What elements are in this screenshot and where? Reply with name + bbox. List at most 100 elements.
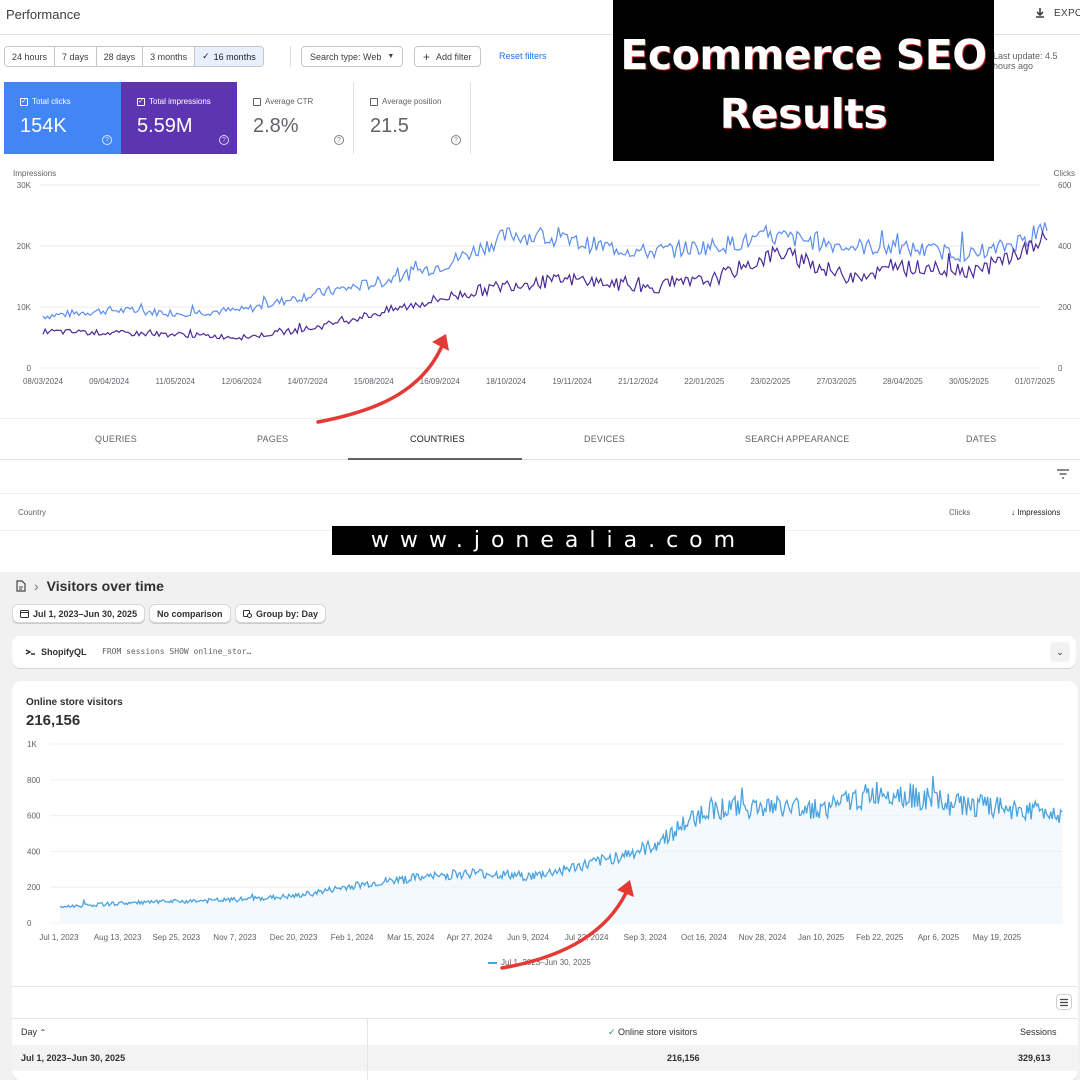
header-divider (0, 34, 1080, 35)
active-tab-indicator (348, 458, 522, 460)
expand-button[interactable]: ⌄ (1050, 642, 1070, 662)
reset-filters-link[interactable]: Reset filters (499, 51, 547, 61)
y-tick-label: 200 (27, 883, 41, 892)
x-tick-label: 22/01/2025 (684, 377, 725, 386)
check-icon: ✓ (202, 51, 210, 61)
metric-average-ctr[interactable]: Average CTR 2.8% ? (237, 82, 354, 154)
range-3-months[interactable]: 3 months (143, 47, 196, 66)
comparison-label: No comparison (157, 608, 223, 619)
y2-axis-label: Clicks (1054, 169, 1075, 178)
y2-tick-label: 400 (1058, 242, 1072, 251)
chevron-down-icon: ⌄ (1056, 646, 1064, 657)
table-row: Jul 1, 2023–Jun 30, 2025 216,156 329,613 (12, 1045, 1078, 1071)
x-tick-label: Mar 15, 2024 (387, 933, 435, 942)
filter-icon[interactable] (1056, 468, 1070, 480)
shopifyql-editor[interactable]: ShopifyQL FROM sessions SHOW online_stor… (12, 636, 1076, 668)
comparison-pill[interactable]: No comparison (149, 604, 231, 623)
metric-value: 154K (20, 115, 67, 137)
x-tick-label: 14/07/2024 (288, 377, 329, 386)
column-header-country[interactable]: Country (18, 508, 47, 517)
x-tick-label: 16/09/2024 (420, 377, 461, 386)
metric-total-impressions[interactable]: ✓ Total impressions 5.59M ? (121, 82, 238, 154)
search-type-dropdown[interactable]: Search type: Web ▼ (301, 46, 404, 67)
shopifyql-query: FROM sessions SHOW online_stor… (102, 647, 252, 656)
tab-dates[interactable]: DATES (966, 434, 997, 444)
help-icon[interactable]: ? (451, 135, 461, 145)
card-divider (12, 986, 1078, 987)
toolbar-divider (290, 46, 291, 67)
metric-value: 5.59M (137, 115, 193, 137)
tab-devices[interactable]: DEVICES (584, 434, 625, 444)
x-tick-label: Jul 22, 2024 (565, 933, 609, 942)
tab-queries[interactable]: QUERIES (95, 434, 137, 444)
help-icon[interactable]: ? (219, 135, 229, 145)
sparkle-icon (25, 649, 35, 655)
group-by-pill[interactable]: Group by: Day (235, 604, 327, 623)
metric-label: Total impressions (149, 97, 211, 106)
x-tick-label: 11/05/2024 (156, 377, 196, 386)
calendar-clock-icon (243, 610, 252, 618)
y-tick-label: 10K (17, 303, 32, 312)
performance-chart: Impressions Clicks 0 0 10K 200 20K 400 30K 600 08/… (13, 169, 1075, 386)
series-line-visitors (59, 775, 1063, 909)
range-16-months-label: 16 months (213, 51, 256, 62)
date-range-label: Jul 1, 2023–Jun 30, 2025 (33, 608, 138, 619)
help-icon[interactable]: ? (334, 135, 344, 145)
total-visitors: 216,156 (26, 712, 81, 729)
x-tick-label: 23/02/2025 (750, 377, 791, 386)
shopify-analytics-panel: › Visitors over time Jul 1, 2023–Jun 30,… (0, 572, 1080, 1080)
chevron-right-icon: › (34, 578, 39, 594)
column-header-impressions[interactable]: ↓ Impressions (1011, 508, 1060, 517)
table-view-icon[interactable] (1056, 994, 1072, 1010)
y-tick-label: 1K (27, 740, 37, 749)
metric-total-clicks[interactable]: ✓ Total clicks 154K ? (4, 82, 121, 154)
y-axis-label: Impressions (13, 169, 56, 178)
y-tick-label: 30K (17, 181, 32, 190)
add-filter-button[interactable]: + Add filter (414, 46, 481, 67)
legend-label: Jul 1, 2023–Jun 30, 2025 (501, 958, 591, 967)
chart-legend[interactable]: Jul 1, 2023–Jun 30, 2025 (488, 958, 591, 967)
x-tick-label: 19/11/2024 (552, 377, 592, 386)
metric-value: 2.8% (253, 115, 299, 137)
breadcrumb: › Visitors over time (16, 578, 164, 594)
banner-line-1: Ecommerce SEO (620, 31, 987, 79)
title-banner: Ecommerce SEO Results (613, 0, 994, 161)
range-16-months[interactable]: ✓ 16 months (195, 47, 263, 66)
tab-countries[interactable]: COUNTRIES (410, 434, 465, 444)
export-button[interactable]: EXPORT (1034, 7, 1080, 19)
x-tick-label: 21/12/2024 (618, 377, 659, 386)
legend-swatch (488, 961, 497, 964)
help-icon[interactable]: ? (102, 135, 112, 145)
caret-down-icon: ▼ (387, 53, 395, 60)
range-28-days[interactable]: 28 days (96, 47, 144, 66)
shopifyql-label: ShopifyQL (41, 647, 87, 657)
download-icon (1036, 8, 1044, 18)
range-7-days[interactable]: 7 days (55, 47, 97, 66)
report-icon[interactable] (16, 580, 26, 592)
banner-line-2: Results (719, 90, 888, 138)
column-divider (367, 1019, 368, 1080)
column-header-sessions[interactable]: Sessions (1020, 1027, 1057, 1037)
metric-average-position[interactable]: Average position 21.5 ? (354, 82, 471, 154)
x-tick-label: Jun 9, 2024 (507, 933, 549, 942)
x-tick-label: 01/07/2025 (1015, 377, 1056, 386)
tab-pages[interactable]: PAGES (257, 434, 289, 444)
x-tick-label: Apr 27, 2024 (446, 933, 492, 942)
chart-title: Online store visitors (26, 697, 123, 708)
visitors-chart-card: Online store visitors 216,156 0 200 400 600… (12, 681, 1078, 1080)
table-header: Day ⌃ ✓ Online store visitors Sessions (12, 1019, 1078, 1044)
date-range-pill[interactable]: Jul 1, 2023–Jun 30, 2025 (12, 604, 146, 623)
sort-icon: ⌃ (39, 1028, 47, 1037)
range-24-hours[interactable]: 24 hours (5, 47, 56, 66)
table-divider (0, 493, 1080, 494)
day-header-label: Day (21, 1027, 38, 1037)
card-divider (12, 1018, 1078, 1019)
plus-icon: + (423, 49, 431, 64)
x-tick-label: Sep 25, 2023 (152, 933, 200, 942)
column-header-visitors[interactable]: ✓ Online store visitors (608, 1027, 697, 1038)
column-header-clicks[interactable]: Clicks (949, 508, 971, 517)
tab-search-appearance[interactable]: SEARCH APPEARANCE (745, 434, 850, 444)
y2-tick-label: 600 (1058, 181, 1072, 190)
x-tick-label: 08/03/2024 (23, 377, 64, 386)
column-header-day[interactable]: Day ⌃ (21, 1027, 46, 1037)
